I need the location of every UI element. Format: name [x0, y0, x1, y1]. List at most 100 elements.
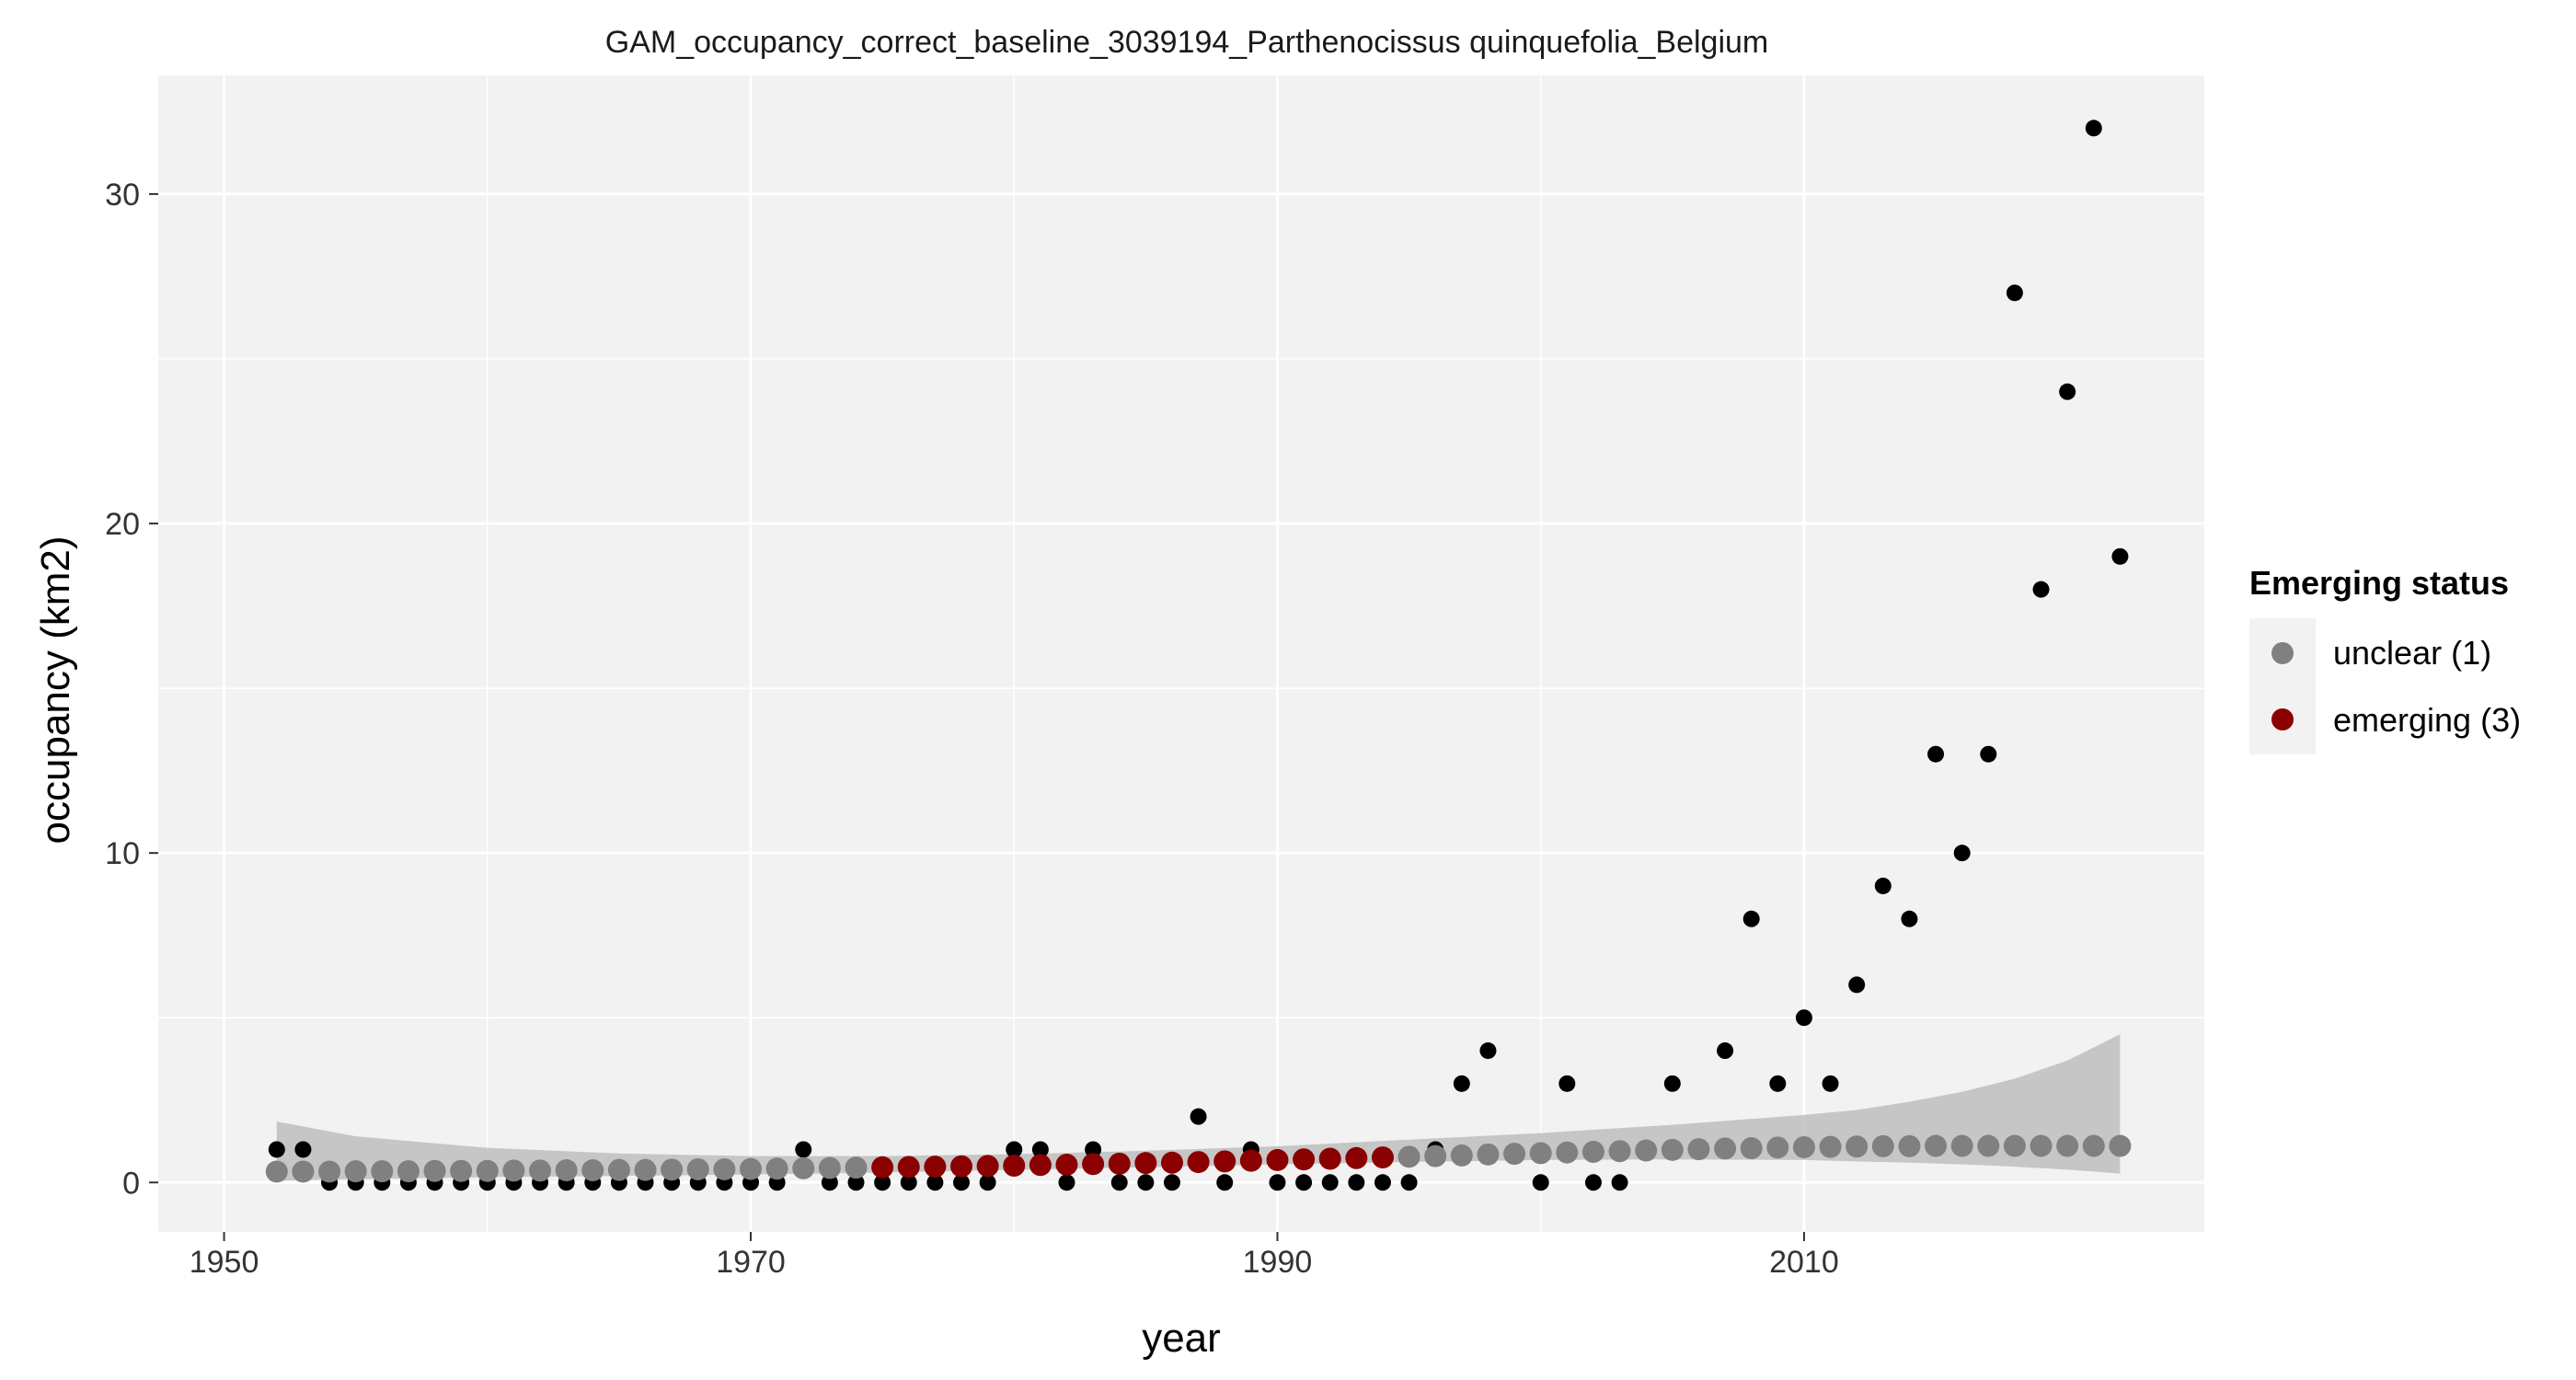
major-gridlines	[158, 75, 2204, 1232]
observed-point	[1163, 1174, 1180, 1191]
minor-gridlines	[158, 75, 2204, 1232]
observed-point	[1558, 1075, 1576, 1092]
y-axis: 0 10 20 30	[105, 178, 158, 1201]
fitted-point-unclear	[1661, 1138, 1684, 1161]
observed-point	[900, 1174, 917, 1191]
observed-point	[952, 1174, 970, 1191]
observed-point	[1348, 1174, 1365, 1191]
fitted-point-unclear	[1556, 1141, 1579, 1164]
fitted-point-unclear	[2056, 1134, 2079, 1157]
fitted-point-emerging	[1371, 1146, 1394, 1169]
observed-point	[2032, 581, 2050, 598]
observed-point	[1058, 1174, 1075, 1191]
fitted-point-unclear	[1450, 1144, 1473, 1167]
y-tick-label: 10	[105, 836, 140, 871]
observed-point	[1663, 1075, 1681, 1092]
x-tick-label: 1990	[1243, 1245, 1313, 1280]
observed-point	[821, 1174, 838, 1191]
fitted-point-unclear	[423, 1159, 446, 1182]
fitted-point-emerging	[1318, 1147, 1341, 1170]
observed-point	[1611, 1174, 1628, 1191]
observed-point	[294, 1141, 312, 1158]
observed-point	[1927, 745, 1945, 763]
observed-point	[1742, 910, 1760, 927]
fitted-point-emerging	[976, 1155, 999, 1178]
observed-point	[1584, 1174, 1602, 1191]
fitted-point-unclear	[318, 1160, 341, 1183]
observed-point	[1980, 745, 1997, 763]
fitted-point-emerging	[1029, 1154, 1052, 1177]
fitted-points	[265, 1134, 2132, 1183]
observed-point	[2059, 383, 2076, 400]
fitted-point-unclear	[476, 1159, 499, 1182]
fitted-point-unclear	[634, 1158, 657, 1181]
fitted-point-unclear	[1581, 1140, 1604, 1163]
fitted-point-unclear	[450, 1159, 473, 1182]
fitted-point-unclear	[371, 1160, 394, 1183]
fitted-point-unclear	[818, 1156, 841, 1179]
legend-label-emerging: emerging (3)	[2333, 701, 2521, 739]
observed-point	[1006, 1141, 1023, 1158]
fitted-point-emerging	[1055, 1153, 1078, 1176]
fitted-point-emerging	[1082, 1153, 1105, 1176]
observed-point	[1137, 1174, 1155, 1191]
fitted-point-unclear	[397, 1160, 420, 1183]
observed-point	[1085, 1141, 1102, 1158]
fitted-point-unclear	[292, 1160, 315, 1183]
x-axis-title: year	[1142, 1316, 1221, 1361]
fitted-point-unclear	[1477, 1143, 1500, 1166]
fitted-point-unclear	[2003, 1134, 2026, 1157]
observed-point	[2006, 284, 2023, 302]
fitted-point-emerging	[1239, 1149, 1262, 1172]
observed-point	[926, 1174, 944, 1191]
fitted-point-unclear	[2030, 1134, 2053, 1157]
legend: Emerging status unclear (1) emerging (3)	[2249, 564, 2521, 754]
observed-point	[1769, 1075, 1787, 1092]
observed-point	[1269, 1174, 1286, 1191]
fitted-point-unclear	[713, 1157, 736, 1180]
fitted-point-emerging	[1003, 1155, 1026, 1178]
observed-point	[1321, 1174, 1339, 1191]
fitted-point-unclear	[1792, 1135, 1815, 1158]
observed-point	[268, 1141, 285, 1158]
fitted-point-unclear	[1529, 1142, 1552, 1165]
fitted-point-emerging	[1160, 1151, 1183, 1174]
fitted-point-unclear	[1977, 1134, 2000, 1157]
fitted-point-unclear	[1898, 1134, 1921, 1157]
fitted-point-unclear	[1503, 1143, 1526, 1166]
fitted-point-unclear	[661, 1158, 684, 1181]
observed-point	[1901, 910, 1918, 927]
chart-title: GAM_occupancy_correct_baseline_3039194_P…	[605, 25, 1769, 60]
observed-points	[268, 120, 2129, 1191]
fitted-point-unclear	[2109, 1134, 2132, 1157]
observed-point	[1453, 1075, 1470, 1092]
fitted-point-unclear	[529, 1159, 552, 1182]
fitted-point-emerging	[871, 1156, 894, 1179]
fitted-point-unclear	[1871, 1134, 1894, 1157]
x-axis: 1950 1970 1990 2010	[190, 1232, 1839, 1280]
fitted-point-unclear	[265, 1160, 288, 1183]
fitted-point-emerging	[1345, 1146, 1368, 1169]
observed-point	[979, 1174, 996, 1191]
fitted-point-unclear	[1740, 1137, 1763, 1160]
legend-key-unclear	[2271, 642, 2294, 664]
fitted-point-emerging	[924, 1156, 947, 1179]
fitted-point-unclear	[1608, 1140, 1631, 1163]
observed-point	[1374, 1174, 1391, 1191]
x-tick-label: 2010	[1769, 1245, 1839, 1280]
observed-point	[1216, 1174, 1234, 1191]
legend-key-background	[2249, 618, 2316, 754]
fitted-point-emerging	[1108, 1152, 1131, 1175]
fitted-point-unclear	[1925, 1134, 1948, 1157]
fitted-point-unclear	[1714, 1137, 1737, 1160]
observed-point	[1953, 845, 1971, 862]
legend-key-emerging	[2271, 708, 2294, 730]
fitted-point-unclear	[607, 1158, 630, 1181]
y-tick-label: 30	[105, 178, 140, 213]
observed-point	[874, 1174, 891, 1191]
fitted-point-emerging	[1187, 1151, 1210, 1174]
observed-point	[1400, 1174, 1418, 1191]
fitted-point-unclear	[740, 1157, 763, 1180]
observed-point	[1190, 1108, 1207, 1125]
